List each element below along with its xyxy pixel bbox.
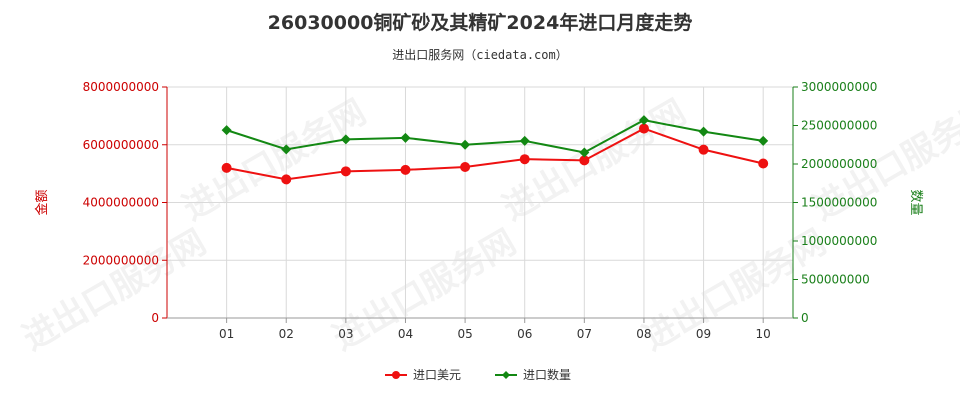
y-left-tick-label: 6000000000	[83, 138, 159, 152]
y-right-tick-label: 2500000000	[801, 119, 877, 133]
y-left-tick-label: 2000000000	[83, 253, 159, 267]
x-tick-label: 05	[457, 327, 472, 341]
x-tick-label: 03	[338, 327, 353, 341]
y-left-tick-label: 0	[151, 311, 159, 325]
series-point-2	[638, 115, 649, 126]
x-tick-label: 08	[636, 327, 651, 341]
x-tick-label: 04	[398, 327, 413, 341]
series-point-2	[460, 139, 471, 150]
x-tick-label: 07	[577, 327, 592, 341]
series-line-1	[226, 127, 764, 181]
legend-label-1: 进口美元	[413, 368, 461, 382]
chart-title: 26030000铜矿砂及其精矿2024年进口月度走势	[267, 12, 693, 34]
y-right-tick-label: 1000000000	[801, 234, 877, 248]
y-right-tick-label: 2000000000	[801, 157, 877, 171]
watermark-text: 进出口服务网	[176, 92, 373, 229]
y-right-tick-label: 1500000000	[801, 196, 877, 210]
x-tick-label: 01	[219, 327, 234, 341]
legend-label-2: 进口数量	[523, 367, 571, 382]
y-right-tick-label: 0	[801, 311, 809, 325]
series-point-2	[698, 126, 709, 137]
chart-subtitle: 进出口服务网（ciedata.com）	[392, 48, 568, 62]
x-tick-label: 02	[279, 327, 294, 341]
series-point-1	[519, 154, 530, 165]
legend-marker-2	[502, 371, 510, 379]
y-left-axis-title: 金额	[34, 189, 50, 215]
y-right-tick-label: 500000000	[801, 273, 870, 287]
series-point-1	[698, 144, 709, 155]
y-right-axis-title: 数量	[908, 189, 923, 215]
series-point-2	[519, 135, 530, 146]
series-point-1	[758, 158, 769, 169]
x-tick-label: 06	[517, 327, 532, 341]
series-point-1	[579, 155, 590, 166]
y-left-tick-label: 4000000000	[83, 196, 159, 210]
x-tick-label: 09	[696, 327, 711, 341]
x-tick-label: 10	[756, 327, 771, 341]
series-point-2	[579, 147, 590, 158]
watermark-text: 进出口服务网	[326, 222, 523, 359]
series-line-2	[226, 119, 764, 154]
legend-marker-1	[392, 371, 400, 379]
series-point-2	[400, 132, 411, 143]
series-point-1	[400, 164, 411, 175]
y-left-tick-label: 8000000000	[83, 80, 159, 94]
series-point-1	[221, 162, 232, 173]
series-point-1	[340, 166, 351, 177]
series-point-2	[281, 144, 292, 155]
series-point-2	[221, 125, 232, 136]
y-right-tick-label: 3000000000	[801, 80, 877, 94]
series-point-1	[460, 161, 471, 172]
series-point-1	[638, 123, 649, 134]
series-point-2	[758, 135, 769, 146]
watermark-text: 进出口服务网	[16, 222, 213, 359]
series-point-2	[340, 134, 351, 145]
series-point-1	[281, 174, 292, 185]
